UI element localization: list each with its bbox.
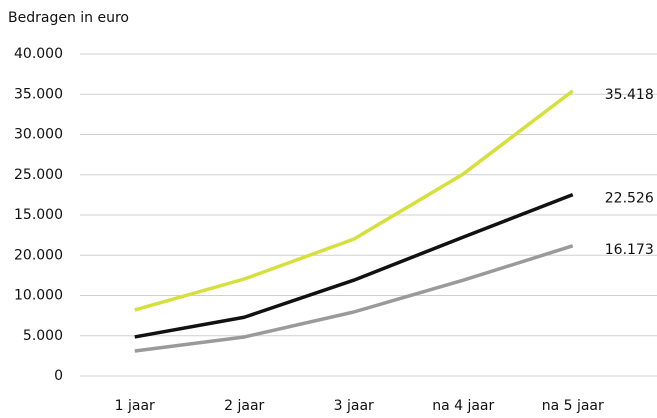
line-series <box>134 193 574 339</box>
y-tick-label: 35.000 <box>14 86 63 102</box>
y-tick-label: 15.000 <box>14 207 63 223</box>
x-tick-label: 1 jaar <box>115 398 155 414</box>
y-tick-label: 20.000 <box>14 247 63 263</box>
x-tick-label: 3 jaar <box>334 398 374 414</box>
x-tick-label: 2 jaar <box>224 398 264 414</box>
data-label: 22.526 <box>605 191 654 207</box>
data-label: 35.418 <box>605 87 654 103</box>
y-tick-label: 30.000 <box>14 127 63 143</box>
data-label: 16.173 <box>605 242 654 258</box>
y-tick-label: 5.000 <box>23 328 63 344</box>
y-tick-label: 10.000 <box>14 288 63 304</box>
y-tick-label: 0 <box>54 368 63 384</box>
y-axis-label: Bedragen in euro <box>8 10 129 26</box>
y-tick-label: 25.000 <box>14 167 63 183</box>
y-tick-label: 40.000 <box>14 46 63 62</box>
x-tick-label: na 4 jaar <box>432 398 494 414</box>
line-series <box>134 89 574 312</box>
line-series <box>134 244 574 353</box>
x-tick-label: na 5 jaar <box>542 398 604 414</box>
